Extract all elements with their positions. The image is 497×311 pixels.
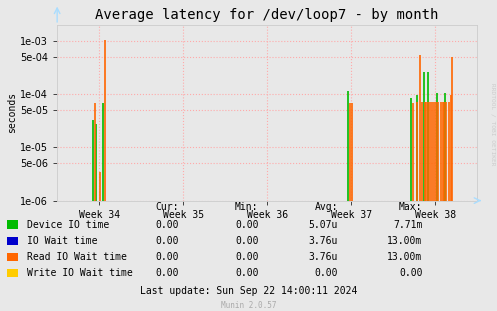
Text: 0.00: 0.00 — [235, 220, 258, 230]
Text: 3.76u: 3.76u — [309, 236, 338, 246]
Text: 0.00: 0.00 — [235, 236, 258, 246]
Text: 0.00: 0.00 — [156, 220, 179, 230]
Text: 13.00m: 13.00m — [387, 252, 422, 262]
Text: 3.76u: 3.76u — [309, 252, 338, 262]
Text: Cur:: Cur: — [156, 202, 179, 212]
Text: Device IO time: Device IO time — [27, 220, 109, 230]
Text: Last update: Sun Sep 22 14:00:11 2024: Last update: Sun Sep 22 14:00:11 2024 — [140, 286, 357, 296]
Text: 0.00: 0.00 — [235, 252, 258, 262]
Text: Min:: Min: — [235, 202, 258, 212]
Text: 5.07u: 5.07u — [309, 220, 338, 230]
Text: 0.00: 0.00 — [235, 268, 258, 278]
Text: Avg:: Avg: — [315, 202, 338, 212]
Title: Average latency for /dev/loop7 - by month: Average latency for /dev/loop7 - by mont… — [95, 8, 439, 22]
Text: 0.00: 0.00 — [315, 268, 338, 278]
Text: Read IO Wait time: Read IO Wait time — [27, 252, 127, 262]
Text: RRDTOOL / TOBI OETIKER: RRDTOOL / TOBI OETIKER — [491, 83, 496, 166]
Text: 0.00: 0.00 — [156, 236, 179, 246]
Text: 0.00: 0.00 — [399, 268, 422, 278]
Text: Write IO Wait time: Write IO Wait time — [27, 268, 133, 278]
Text: IO Wait time: IO Wait time — [27, 236, 98, 246]
Text: 0.00: 0.00 — [156, 268, 179, 278]
Y-axis label: seconds: seconds — [7, 92, 17, 133]
Text: 0.00: 0.00 — [156, 252, 179, 262]
Text: Max:: Max: — [399, 202, 422, 212]
Text: 7.71m: 7.71m — [393, 220, 422, 230]
Text: Munin 2.0.57: Munin 2.0.57 — [221, 301, 276, 310]
Text: 13.00m: 13.00m — [387, 236, 422, 246]
